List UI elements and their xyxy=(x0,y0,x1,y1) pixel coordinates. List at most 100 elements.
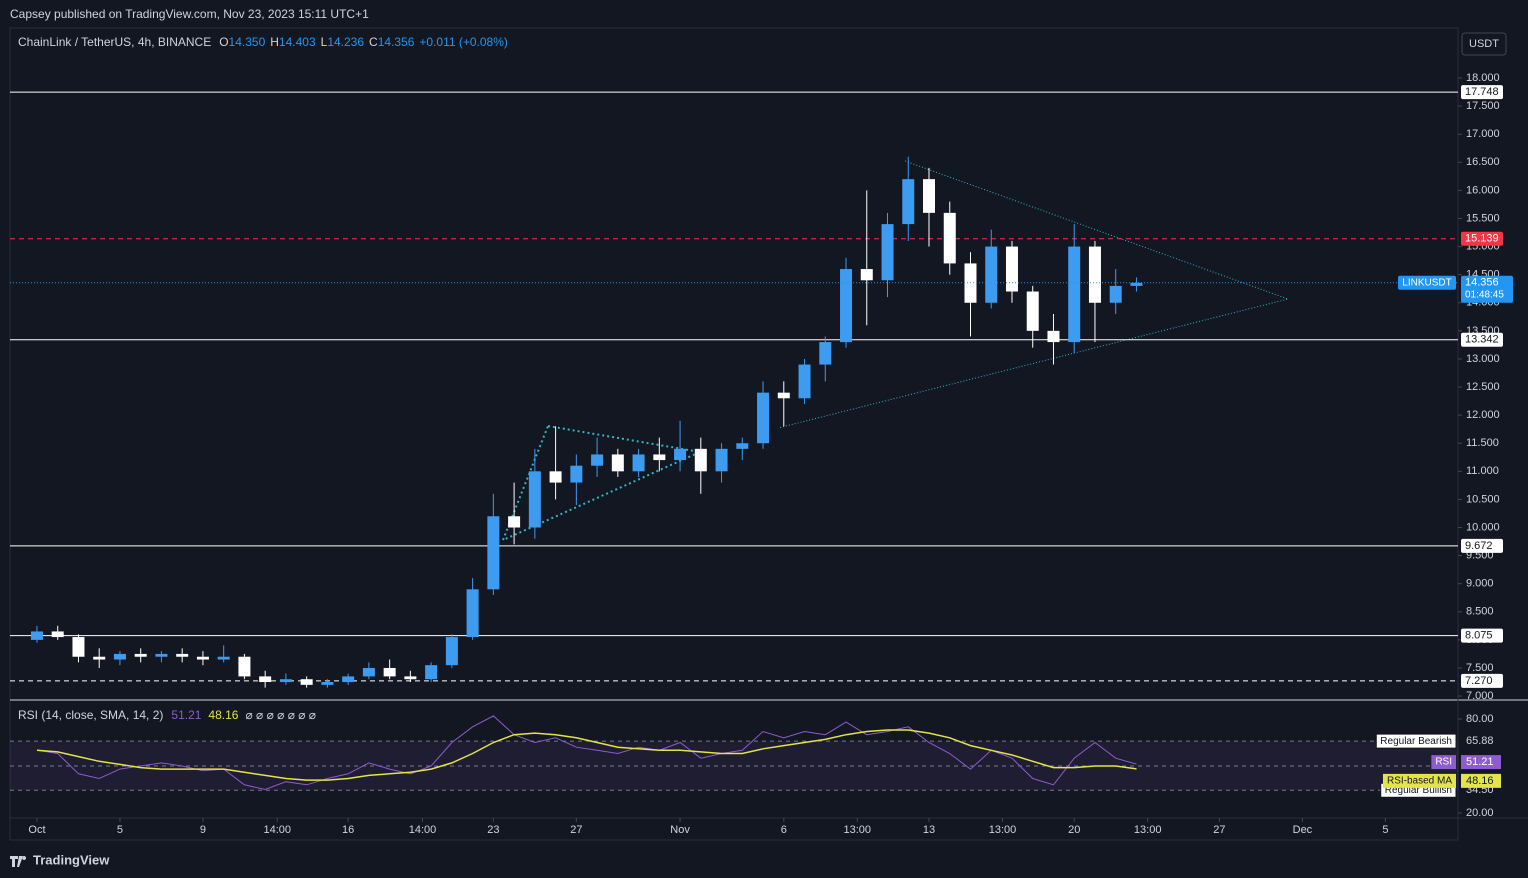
candle-body xyxy=(591,454,604,466)
symbol-name: LINKUSDT xyxy=(1402,277,1451,288)
x-tick-label: 27 xyxy=(1213,824,1225,836)
y-tick-label: 8.500 xyxy=(1466,606,1494,618)
y-tick-label: 13.000 xyxy=(1466,353,1500,365)
candle-body xyxy=(736,443,749,449)
y-tick-label: 16.000 xyxy=(1466,184,1500,196)
candle-body xyxy=(72,637,85,657)
series-name: RSI-based MA xyxy=(1387,776,1452,787)
currency: USDT xyxy=(1469,38,1499,50)
band-value: 65.88 xyxy=(1466,735,1494,747)
x-tick-label: 14:00 xyxy=(263,824,291,836)
y-tick-label: 11.000 xyxy=(1466,465,1499,477)
candle-body xyxy=(1026,291,1039,331)
level-label: 8.075 xyxy=(1465,630,1493,642)
candle-body xyxy=(342,676,355,683)
candle-body xyxy=(321,682,334,685)
candle-body xyxy=(1130,282,1143,286)
level-tag xyxy=(1461,231,1503,246)
candle-body xyxy=(279,679,292,683)
candle-body xyxy=(943,212,956,264)
ohlc-value: 14.356 xyxy=(378,35,415,49)
candle-body xyxy=(113,653,126,660)
y-tick-label: 15.500 xyxy=(1466,212,1500,224)
band-name-bg xyxy=(1375,733,1457,749)
ohlc-value: 14.403 xyxy=(279,35,316,49)
indicator-extra: ⌀ ⌀ ⌀ ⌀ ⌀ ⌀ ⌀ xyxy=(245,708,316,722)
price-tag xyxy=(1461,275,1513,303)
ohlc-key: H xyxy=(270,35,279,49)
candle-body xyxy=(134,653,147,657)
candle-body xyxy=(860,269,873,281)
y-tick-label: 12.500 xyxy=(1466,381,1500,393)
ohlc-value: 14.350 xyxy=(229,35,266,49)
candle-body xyxy=(1088,246,1101,303)
ohlc-key: O xyxy=(219,35,228,49)
candle-body xyxy=(259,676,272,683)
x-tick-label: Oct xyxy=(28,824,45,836)
countdown: 01:48:45 xyxy=(1465,289,1504,300)
x-tick-label: 20 xyxy=(1068,824,1080,836)
x-tick-label: 13:00 xyxy=(989,824,1017,836)
level-label: 17.748 xyxy=(1465,86,1499,98)
series-name-bg xyxy=(1382,773,1456,788)
y-tick-label: 10.500 xyxy=(1466,493,1500,505)
level-tag xyxy=(1461,628,1503,643)
indicator-value: 48.16 xyxy=(208,708,238,722)
series-tag xyxy=(1461,773,1501,788)
currency-button[interactable] xyxy=(1461,32,1507,56)
candle-body xyxy=(798,364,811,399)
symbol-title: ChainLink / TetherUS, 4h, BINANCE xyxy=(18,35,211,49)
logo xyxy=(10,856,27,867)
series-last-value: 51.21 xyxy=(1466,756,1494,768)
candle-body xyxy=(362,667,375,677)
y-tick-label: 10.000 xyxy=(1466,521,1500,533)
level-tag xyxy=(1461,538,1503,553)
candle-body xyxy=(674,448,687,461)
candle-body xyxy=(819,342,832,365)
triangle-drawing xyxy=(501,160,1290,542)
ohlc-key: L xyxy=(321,35,328,49)
candle-body xyxy=(1109,285,1122,303)
candle-body xyxy=(30,631,43,640)
candle-body xyxy=(404,676,417,680)
x-tick-label: 6 xyxy=(781,824,787,836)
candle-body xyxy=(653,454,666,461)
series-name: RSI xyxy=(1435,757,1452,768)
indicator-title: RSI (14, close, SMA, 14, 2) xyxy=(18,708,163,722)
candle-body xyxy=(632,454,645,472)
candle-body xyxy=(549,471,562,483)
x-tick-label: 27 xyxy=(570,824,582,836)
x-tick-label: 14:00 xyxy=(409,824,437,836)
candle-body xyxy=(238,656,251,677)
candle-body xyxy=(985,246,998,303)
y-tick-label: 7.500 xyxy=(1466,662,1494,674)
x-tick-label: 5 xyxy=(1382,824,1388,836)
level-tag xyxy=(1461,85,1503,100)
series-line xyxy=(36,729,1137,781)
candle-body xyxy=(881,224,894,281)
series-tag xyxy=(1461,755,1501,770)
x-tick-label: Nov xyxy=(670,824,690,836)
x-tick-label: 23 xyxy=(487,824,499,836)
candle-body xyxy=(176,653,189,657)
level-label: 7.270 xyxy=(1465,675,1493,687)
candle-body xyxy=(466,589,479,638)
chart-frame xyxy=(9,27,1459,841)
candle-body xyxy=(508,516,521,528)
candle-body xyxy=(155,653,168,657)
symbol-tag xyxy=(1398,275,1456,290)
series-name-bg xyxy=(1431,755,1456,770)
candle-body xyxy=(923,179,936,213)
level-label: 9.672 xyxy=(1465,540,1493,552)
y-tick-label: 17.000 xyxy=(1466,128,1500,140)
candle-body xyxy=(1005,246,1018,292)
x-tick-label: 13 xyxy=(923,824,935,836)
x-tick-label: 13:00 xyxy=(844,824,872,836)
candle-body xyxy=(1047,330,1060,343)
candle-body xyxy=(694,448,707,472)
candle-body xyxy=(528,471,541,528)
candle-body xyxy=(840,269,853,343)
level-label: 15.139 xyxy=(1465,233,1499,245)
candle-body xyxy=(300,679,313,685)
price-label: 14.356 xyxy=(1465,277,1499,289)
